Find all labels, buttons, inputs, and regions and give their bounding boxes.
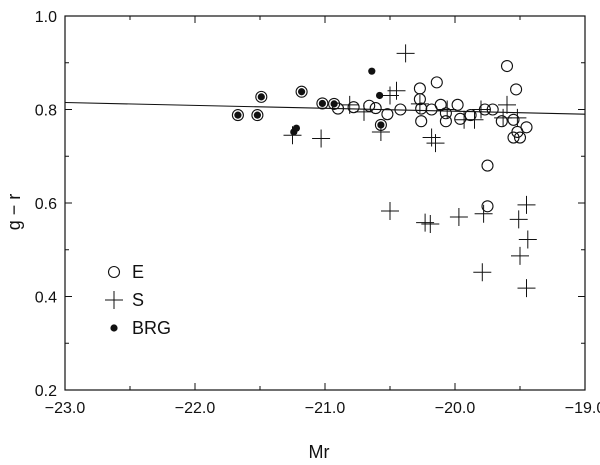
legend-marker-brg: [110, 324, 118, 332]
point-e: [331, 102, 345, 115]
point-s: [449, 208, 468, 227]
point-s: [474, 204, 493, 223]
point-e: [464, 109, 477, 122]
point-s: [509, 210, 528, 229]
point-s: [381, 201, 399, 220]
point-e: [328, 97, 341, 110]
point-e: [507, 113, 520, 126]
point-e: [513, 131, 527, 144]
point-s: [340, 95, 359, 114]
point-e: [255, 90, 268, 103]
point-s: [511, 246, 529, 265]
point-s: [387, 81, 406, 100]
point-brg: [257, 93, 265, 101]
point-s: [473, 263, 492, 282]
point-e: [381, 108, 394, 121]
point-e: [500, 59, 514, 73]
point-e: [251, 109, 264, 122]
point-e: [451, 98, 464, 111]
x-tick-label: −23.0: [45, 400, 86, 417]
point-brg: [292, 124, 300, 132]
plot-layer: −23.0 −22.0 −21.0 −20.0 −19.0 0.2 0.4 0.6 0.8 1.0: [35, 9, 600, 417]
legend-marker-e: [107, 265, 121, 279]
point-s: [517, 195, 536, 214]
y-axis-title: g − r: [4, 194, 24, 231]
point-brg: [330, 100, 338, 108]
point-s: [426, 134, 445, 153]
legend-marker-s: [105, 291, 123, 309]
point-e: [481, 159, 494, 172]
point-e: [454, 112, 467, 125]
point-e: [434, 98, 447, 111]
point-brg: [253, 111, 261, 119]
point-brg: [318, 99, 326, 108]
legend: ES BRG: [105, 262, 171, 338]
legend-label-s: S: [132, 290, 144, 310]
point-s: [355, 102, 373, 121]
point-e: [316, 97, 329, 110]
point-e: [369, 102, 382, 115]
point-e: [413, 82, 426, 95]
point-s: [498, 95, 516, 114]
point-s: [312, 129, 331, 148]
point-s: [438, 100, 457, 119]
point-e: [347, 101, 360, 114]
x-tick-label: −19.0: [565, 400, 600, 417]
x-tick-label: −21.0: [305, 400, 346, 417]
point-e: [430, 76, 443, 89]
y-tick-label: 0.6: [35, 196, 57, 213]
legend-label-e: E: [132, 262, 144, 282]
point-s: [518, 230, 537, 249]
point-s: [421, 215, 440, 234]
point-e: [415, 115, 428, 128]
x-tick-label: −20.0: [435, 400, 476, 417]
y-tick-label: 0.4: [35, 290, 57, 307]
point-e: [507, 131, 520, 144]
point-brg: [368, 67, 376, 75]
legend-label-brg: BRG: [132, 318, 171, 338]
point-s: [508, 108, 527, 127]
y-tick-label: 1.0: [35, 9, 57, 26]
point-s: [422, 128, 441, 147]
point-e: [510, 83, 523, 96]
point-e: [439, 115, 452, 128]
point-s: [472, 100, 490, 119]
y-tick-label: 0.8: [35, 103, 57, 120]
point-brg: [376, 91, 384, 100]
point-e: [495, 115, 508, 128]
point-s: [517, 279, 536, 298]
x-tick-label: −22.0: [175, 400, 216, 417]
point-e: [439, 107, 452, 120]
point-e: [231, 109, 244, 122]
y-tick-label: 0.2: [35, 383, 57, 400]
point-e: [394, 103, 407, 116]
point-s: [396, 44, 415, 63]
point-e: [481, 200, 494, 213]
point-s: [410, 94, 429, 113]
x-axis-title: Mr: [309, 442, 330, 462]
point-s: [416, 213, 435, 232]
point-brg: [298, 88, 306, 96]
point-brg: [234, 111, 242, 119]
point-brg: [377, 121, 385, 129]
point-s: [465, 110, 484, 129]
point-e: [295, 85, 308, 98]
point-e: [520, 121, 533, 134]
